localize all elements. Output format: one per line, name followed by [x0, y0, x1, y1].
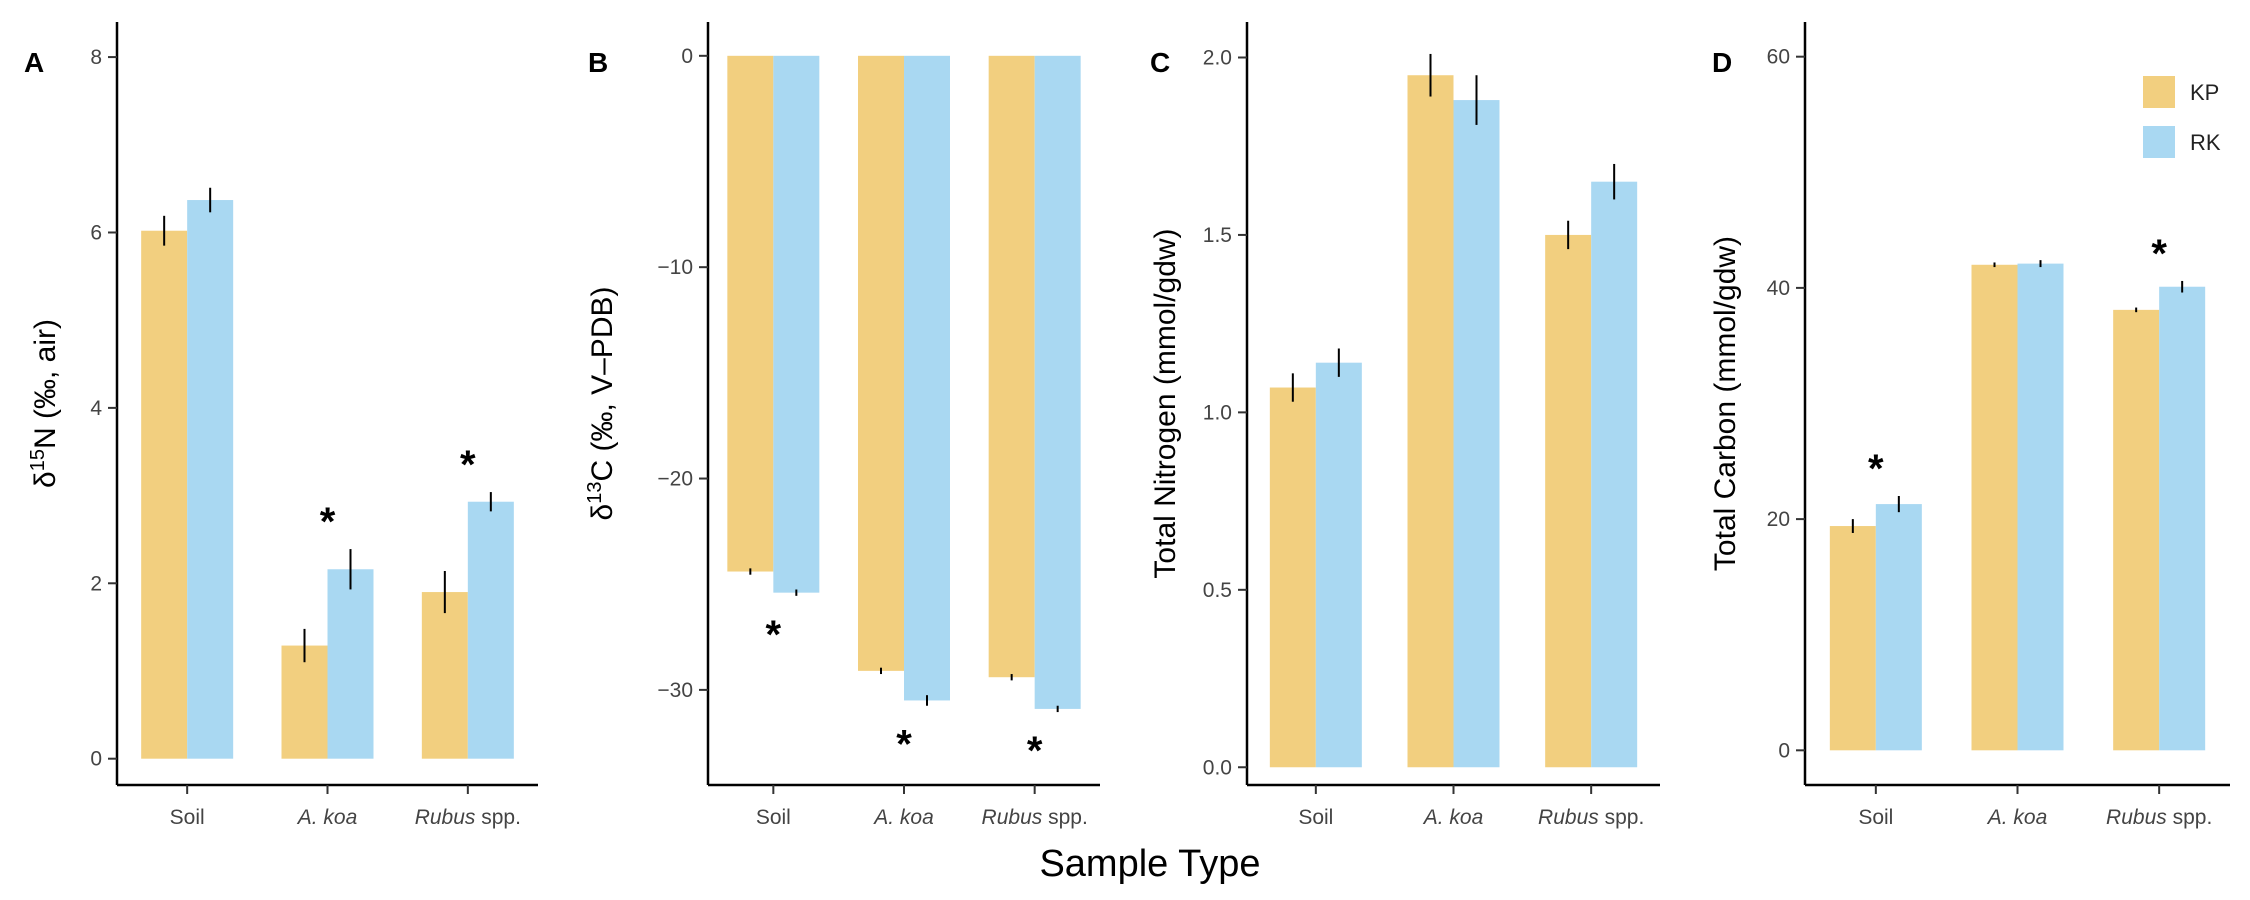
y-tick-label: 8 [90, 46, 102, 69]
y-tick-label: 0.0 [1203, 756, 1232, 779]
significance-star: * [460, 443, 476, 487]
bar-rk [904, 55, 950, 701]
y-axis-title: Total Carbon (mmol/gdw) [1709, 236, 1742, 571]
bar-kp [281, 645, 328, 759]
y-tick-label: 40 [1767, 277, 1790, 300]
y-axis-title: δ15N (‰, air) [27, 319, 62, 488]
y-axis-title: Total Nitrogen (mmol/gdw) [1149, 228, 1182, 578]
significance-star: * [1868, 447, 1884, 491]
x-tick-label: Rubus spp. [2106, 806, 2212, 829]
bar-kp [1829, 526, 1876, 751]
bar-rk [1591, 181, 1638, 768]
significance-star: * [766, 613, 782, 657]
y-tick-label: −30 [657, 679, 693, 702]
panel-label: D [1712, 47, 1732, 78]
bar-kp [1407, 75, 1454, 768]
y-axis-title: δ13C (‰, V–PDB) [584, 287, 619, 521]
y-tick-label: 0 [1778, 739, 1790, 762]
x-axis-title: Sample Type [1039, 843, 1260, 885]
bar-rk [773, 55, 820, 593]
bar-rk [1315, 362, 1362, 768]
x-tick-label: Rubus spp. [1538, 806, 1644, 829]
y-tick-label: 0.5 [1203, 579, 1232, 602]
legend-swatch-rk [2143, 126, 2175, 158]
y-tick-label: 1.5 [1203, 224, 1232, 247]
y-tick-label: 4 [90, 397, 102, 420]
bar-kp [1971, 264, 2018, 751]
bar-kp [1545, 234, 1592, 768]
x-tick-label: Soil [1298, 806, 1333, 829]
bar-rk [467, 501, 514, 759]
y-tick-label: 6 [90, 221, 102, 244]
x-tick-label: A. koa [1986, 806, 2048, 829]
bar-rk [1453, 100, 1500, 768]
bar-rk [2017, 263, 2064, 751]
bar-rk [1875, 504, 1922, 751]
bar-kp [141, 230, 188, 759]
bar-kp [1269, 387, 1316, 768]
significance-star: * [320, 500, 336, 544]
y-tick-label: 0 [90, 748, 102, 771]
y-tick-label: −10 [657, 256, 693, 279]
x-tick-label: Soil [170, 806, 205, 829]
y-tick-label: 60 [1767, 46, 1790, 69]
x-tick-label: A. koa [872, 806, 934, 829]
bar-rk [187, 200, 234, 759]
significance-star: * [2151, 232, 2167, 276]
bar-rk [2159, 286, 2206, 751]
panel-label: A [24, 47, 44, 78]
legend-label: KP [2190, 80, 2219, 105]
y-tick-label: −20 [657, 468, 693, 491]
y-tick-label: 0 [681, 45, 693, 68]
bar-kp [727, 55, 774, 572]
panel-label: C [1150, 47, 1170, 78]
y-tick-label: 20 [1767, 508, 1790, 531]
bar-rk [1034, 55, 1081, 709]
bar-kp [421, 592, 468, 759]
significance-star: * [1027, 729, 1043, 773]
panel-c: 0.0 0.5 1.0 1.5 2.0 Soil A. koa Rubus spp. C Tota… [1149, 22, 1660, 829]
y-tick-label: 1.0 [1203, 401, 1232, 424]
significance-star: * [896, 723, 912, 767]
legend-label: RK [2190, 130, 2221, 155]
y-tick-label: 2 [90, 572, 102, 595]
x-tick-label: Soil [1858, 806, 1893, 829]
bar-kp [2113, 309, 2160, 751]
x-tick-label: Rubus spp. [982, 806, 1088, 829]
x-tick-label: A. koa [296, 806, 358, 829]
bar-rk [327, 569, 374, 759]
panel-label: B [588, 47, 608, 78]
legend: KP RK [2143, 76, 2221, 158]
x-tick-label: Soil [756, 806, 791, 829]
y-tick-label: 2.0 [1203, 46, 1232, 69]
x-tick-label: Rubus spp. [415, 806, 521, 829]
bar-kp [858, 55, 904, 671]
panel-d: 0 20 40 60 Soil A. koa Rubus spp. * * D Total Carb… [1709, 22, 2230, 829]
legend-swatch-kp [2143, 76, 2175, 108]
bar-kp [988, 55, 1035, 678]
x-tick-label: A. koa [1422, 806, 1484, 829]
